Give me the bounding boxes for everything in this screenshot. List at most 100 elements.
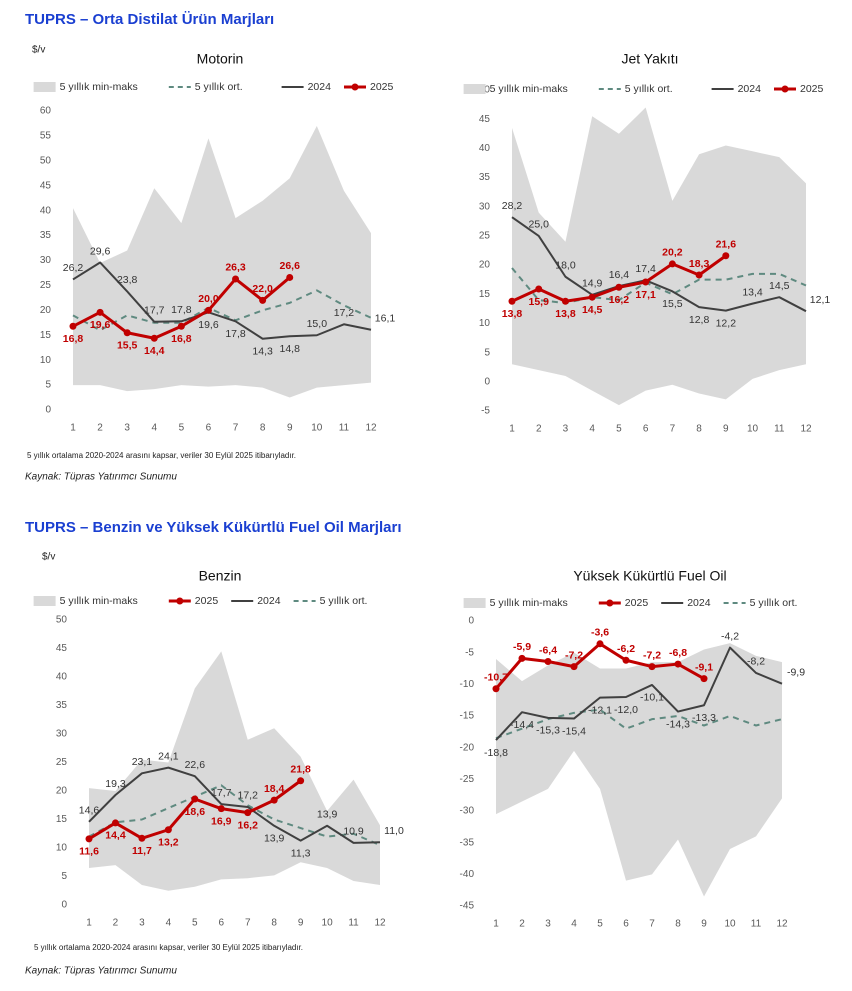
data-label: 16,8 (63, 333, 84, 345)
y-tick-label: 5 (61, 871, 67, 882)
y-tick-label: 30 (40, 255, 52, 266)
x-tick-label: 8 (696, 424, 702, 435)
x-tick-label: 11 (774, 424, 785, 435)
data-label: 22,0 (252, 283, 273, 295)
x-tick-label: 1 (493, 919, 499, 930)
data-label: 18,3 (689, 258, 710, 270)
range-band (496, 643, 782, 897)
data-point (96, 308, 104, 316)
x-tick-label: 10 (724, 919, 736, 930)
y-tick-label: 40 (40, 205, 52, 216)
data-label: 23,8 (117, 274, 138, 286)
legend-label: 5 yıllık min-maks (60, 595, 138, 607)
y-tick-label: -5 (481, 406, 490, 417)
legend-label: 2025 (800, 83, 824, 95)
legend-marker (351, 83, 359, 91)
x-tick-label: 9 (723, 424, 729, 435)
y-tick-label: 0 (61, 900, 67, 911)
y-tick-label: 45 (479, 114, 491, 125)
x-tick-label: 12 (800, 424, 812, 435)
y-axis-label: $/v (32, 45, 45, 56)
y-tick-label: -35 (460, 837, 475, 848)
data-label: -13,3 (692, 712, 716, 724)
data-point (492, 685, 500, 693)
series-line (495, 646, 783, 741)
data-label: 22,6 (185, 759, 206, 771)
data-label: 14,3 (252, 346, 273, 358)
y-tick-label: 20 (40, 305, 52, 316)
data-point (85, 835, 93, 843)
x-tick-label: 5 (597, 919, 603, 930)
data-point (535, 285, 543, 293)
data-point (123, 329, 131, 337)
data-label: 10,9 (343, 826, 364, 838)
data-label: 18,6 (185, 806, 206, 818)
data-label: 29,6 (90, 245, 111, 257)
y-tick-label: 45 (56, 643, 68, 654)
data-label: -12,1 (588, 704, 612, 716)
data-label: -7,2 (565, 649, 583, 661)
data-label: 11,0 (384, 825, 404, 837)
x-tick-label: 7 (670, 424, 676, 435)
y-tick-label: 35 (479, 172, 491, 183)
average-line (88, 784, 381, 847)
data-label: -9,1 (695, 661, 713, 673)
x-tick-label: 4 (151, 423, 157, 434)
data-label: 21,8 (290, 764, 311, 776)
x-tick-label: 3 (139, 918, 145, 929)
x-tick-label: 8 (675, 919, 681, 930)
y-tick-label: 20 (56, 786, 68, 797)
data-label: -6,4 (539, 644, 557, 656)
data-point (164, 826, 172, 834)
data-label: 15,5 (117, 340, 138, 352)
data-label: 17,7 (144, 305, 165, 317)
x-tick-label: 5 (179, 423, 185, 434)
average-line (495, 708, 783, 740)
data-point (150, 334, 158, 342)
x-tick-label: 12 (365, 423, 377, 434)
data-label: -6,2 (617, 643, 635, 655)
data-label: 11,3 (291, 847, 311, 859)
footnote: 5 yıllık ortalama 2020-2024 arasını kaps… (34, 943, 303, 952)
data-label: 15,0 (307, 318, 328, 330)
data-point (204, 306, 212, 314)
x-tick-label: 5 (192, 918, 198, 929)
data-label: 17,1 (635, 289, 656, 301)
data-label: -14,4 (510, 719, 534, 731)
data-label: 19,6 (198, 319, 219, 331)
data-point (642, 278, 650, 286)
series-line (88, 766, 381, 844)
y-tick-label: 5 (45, 380, 51, 391)
y-tick-label: 55 (40, 131, 52, 142)
legend-label: 5 yıllık min-maks (490, 83, 568, 95)
data-point (648, 663, 656, 671)
data-label: 14,9 (582, 278, 603, 290)
data-label: -12,0 (614, 704, 638, 716)
y-tick-label: 25 (40, 280, 52, 291)
data-label: 17,8 (225, 328, 246, 340)
data-point (244, 809, 252, 817)
data-label: 18,4 (264, 783, 285, 795)
y-tick-label: 40 (479, 143, 491, 154)
data-label: 25,0 (529, 219, 550, 231)
data-label: -6,8 (669, 647, 687, 659)
data-label: -8,2 (747, 656, 765, 668)
data-label: 13,9 (317, 809, 338, 821)
x-tick-label: 9 (287, 423, 293, 434)
y-tick-label: 15 (479, 289, 491, 300)
average-line (72, 289, 372, 332)
legend-label: 5 yıllık ort. (750, 597, 798, 609)
series-line (511, 216, 807, 313)
y-tick-label: -25 (460, 774, 475, 785)
legend-label: 2025 (195, 595, 219, 607)
data-point (177, 322, 185, 330)
data-point (544, 658, 552, 666)
x-tick-label: 10 (747, 424, 759, 435)
data-label: 21,6 (716, 239, 737, 251)
x-tick-label: 10 (322, 918, 334, 929)
data-label: 11,6 (79, 846, 99, 858)
y-tick-label: 50 (56, 615, 68, 626)
x-tick-label: 4 (571, 919, 577, 930)
x-tick-label: 3 (124, 423, 130, 434)
